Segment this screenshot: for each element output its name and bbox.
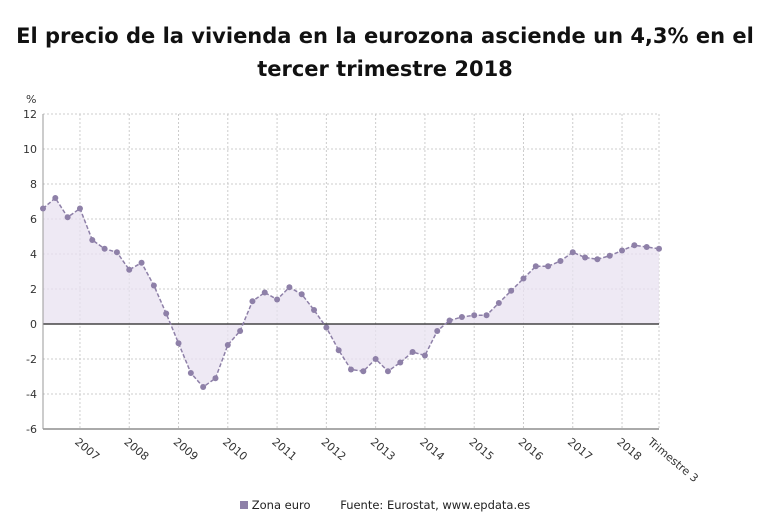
data-point xyxy=(421,352,428,359)
x-tick-label: 2011 xyxy=(269,435,299,463)
data-point xyxy=(200,384,207,390)
data-point xyxy=(163,310,170,317)
data-point xyxy=(631,242,638,249)
y-tick-label: 0 xyxy=(30,318,37,331)
data-point xyxy=(348,366,354,373)
legend-item-zona-euro[interactable]: Zona euro xyxy=(239,498,314,512)
y-tick-label: 2 xyxy=(30,283,37,296)
data-point xyxy=(619,247,626,254)
data-point xyxy=(483,312,490,319)
data-point xyxy=(360,368,367,375)
data-point xyxy=(113,249,120,256)
data-point xyxy=(52,195,59,201)
y-tick-label: 6 xyxy=(30,213,37,226)
data-point xyxy=(495,300,502,306)
data-point xyxy=(212,375,219,382)
data-point xyxy=(384,368,391,375)
y-tick-label: 10 xyxy=(23,143,37,156)
y-tick-label: 4 xyxy=(30,248,37,261)
axis-layer xyxy=(42,114,659,430)
data-point xyxy=(397,359,404,366)
x-tick-label: 2012 xyxy=(319,435,349,463)
legend-swatch xyxy=(239,501,248,509)
data-point xyxy=(175,340,182,347)
data-point xyxy=(532,263,539,270)
data-point xyxy=(606,252,613,259)
data-point xyxy=(557,258,564,264)
x-tick-label: 2015 xyxy=(466,435,496,463)
point-layer xyxy=(40,195,662,390)
y-tick-label: -6 xyxy=(26,423,37,436)
data-point xyxy=(520,275,527,282)
data-point xyxy=(508,287,515,294)
data-point xyxy=(335,347,342,354)
data-point xyxy=(40,205,46,212)
x-tick-label: 2013 xyxy=(368,435,398,463)
data-point xyxy=(446,317,453,324)
x-tick-label: 2016 xyxy=(516,435,546,463)
x-tick-label: 2010 xyxy=(220,435,250,463)
data-point xyxy=(76,205,83,212)
x-tick-label: 2018 xyxy=(614,435,644,463)
data-point xyxy=(298,291,305,298)
data-point xyxy=(249,298,256,305)
data-point xyxy=(409,349,416,355)
source-note: Fuente: Eurostat, www.epdata.es xyxy=(340,498,531,512)
x-tick-label: 2007 xyxy=(72,435,102,463)
legend: Zona euro Fuente: Eurostat, www.epdata.e… xyxy=(0,498,770,512)
data-point xyxy=(274,296,281,303)
y-tick-label: -4 xyxy=(26,388,37,401)
data-point xyxy=(101,245,108,252)
x-tick-label: 2017 xyxy=(565,435,595,463)
area-layer xyxy=(43,198,659,387)
x-tick-label: Trimestre 3 xyxy=(644,435,700,485)
y-tick-label: 12 xyxy=(23,108,37,121)
data-point xyxy=(594,256,601,263)
data-point xyxy=(471,312,478,319)
data-point xyxy=(545,263,552,270)
data-point xyxy=(224,342,231,348)
data-point xyxy=(138,259,145,266)
data-point xyxy=(458,314,465,320)
x-tick-label: 2009 xyxy=(171,435,201,463)
y-tick-label: 8 xyxy=(30,178,37,191)
y-axis-unit: % xyxy=(26,93,36,106)
x-tick-label: 2008 xyxy=(121,435,151,463)
data-point xyxy=(569,249,576,256)
data-point xyxy=(656,245,662,252)
data-point xyxy=(187,370,194,376)
data-point xyxy=(311,307,318,313)
y-tick-label: -2 xyxy=(26,353,37,366)
chart-title: El precio de la vivienda en la eurozona … xyxy=(16,24,754,81)
data-point xyxy=(582,254,589,261)
data-point xyxy=(89,237,96,243)
data-point xyxy=(323,324,330,331)
data-point xyxy=(643,244,650,250)
data-point xyxy=(434,328,441,334)
data-point xyxy=(64,214,71,221)
data-point xyxy=(372,356,379,362)
data-point xyxy=(237,328,244,334)
legend-label: Zona euro xyxy=(251,498,311,512)
series-area xyxy=(43,198,659,387)
data-point xyxy=(261,289,268,296)
data-point xyxy=(150,282,157,289)
x-tick-label: 2014 xyxy=(417,435,447,463)
data-point xyxy=(126,266,133,273)
data-point xyxy=(286,284,293,291)
